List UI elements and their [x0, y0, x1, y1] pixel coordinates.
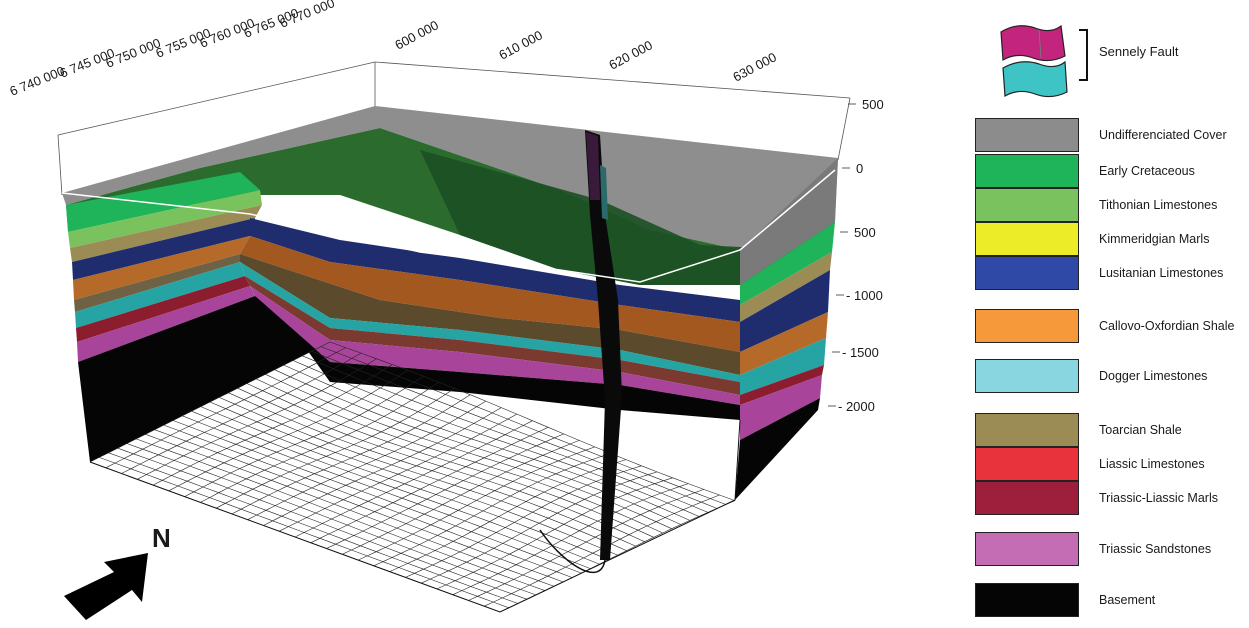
mesh-line	[452, 483, 689, 595]
easting-tick-label: 620 000	[606, 37, 655, 72]
northing-tick-label: 6 770 000	[278, 0, 337, 31]
geological-block-model: 6 740 000 6 745 000 6 750 000 6 755 000 …	[8, 0, 884, 620]
legend-swatch	[975, 118, 1079, 152]
north-label: N	[152, 523, 171, 553]
legend-swatch	[975, 532, 1079, 566]
bounding-box	[57, 61, 851, 196]
legend-label: Callovo-Oxfordian Shale	[1099, 319, 1235, 333]
legend-swatch	[975, 256, 1079, 290]
easting-tick-label: 630 000	[730, 49, 779, 84]
legend: Sennely Fault Undifferenciated Cover Earl…	[975, 0, 1249, 628]
dark-green-band	[420, 150, 832, 285]
legend-swatch	[975, 359, 1079, 393]
mesh-line	[373, 453, 611, 567]
mesh-line	[468, 489, 704, 601]
legend-item: Triassic-Liassic Marls	[975, 481, 1218, 515]
depth-tick-label: 500	[862, 97, 884, 112]
legend-label: Tithonian Limestones	[1099, 198, 1218, 212]
legend-label: Lusitanian Limestones	[1099, 266, 1224, 280]
legend-item: Lusitanian Limestones	[975, 256, 1223, 290]
mesh-line	[421, 471, 658, 584]
legend-swatch	[975, 188, 1079, 222]
legend-label: Early Cretaceous	[1099, 164, 1195, 178]
mesh-line	[200, 406, 609, 560]
legend-label: Kimmeridgian Marls	[1099, 232, 1210, 246]
legend-label: Triassic-Liassic Marls	[1099, 491, 1218, 505]
depth-axis	[828, 103, 856, 407]
mesh-line	[292, 360, 699, 517]
mesh-line	[357, 446, 595, 561]
easting-tick-label: 610 000	[496, 27, 545, 62]
depth-labels: 500 0 500 - 1000 - 1500 - 2000	[838, 97, 884, 414]
legend-label: Liassic Limestones	[1099, 457, 1205, 471]
cover-top-surface	[62, 106, 838, 250]
legend-item: Kimmeridgian Marls	[975, 222, 1209, 256]
right-face-layers	[735, 158, 838, 500]
mesh-line	[237, 387, 645, 542]
mesh-line	[283, 364, 690, 521]
legend-item: Tithonian Limestones	[975, 188, 1217, 222]
mesh-line	[329, 341, 736, 501]
mesh-line	[246, 383, 654, 538]
legend-label: Triassic Sandstones	[1099, 542, 1212, 556]
mesh-line	[389, 459, 627, 572]
legend-item: Undifferenciated Cover	[975, 118, 1227, 152]
mesh-line	[342, 440, 580, 555]
legend-swatch	[975, 222, 1079, 256]
depth-tick-label: - 2000	[838, 399, 875, 414]
mesh-line	[310, 427, 549, 544]
mesh-line	[209, 401, 618, 556]
legend-item: Triassic Sandstones	[975, 532, 1211, 566]
left-face-layers	[66, 172, 330, 462]
sennely-fault	[539, 130, 622, 574]
legend-item: Early Cretaceous	[975, 154, 1195, 188]
fault-legend-label: Sennely Fault	[1099, 44, 1179, 59]
mesh-line	[228, 392, 636, 547]
northing-tick-label: 6 750 000	[104, 35, 163, 71]
legend-item: Toarcian Shale	[975, 413, 1182, 447]
mesh-line	[436, 477, 673, 590]
legend-swatch	[975, 154, 1079, 188]
mesh-floor-outline	[89, 419, 741, 613]
legend-label: Basement	[1099, 593, 1156, 607]
legend-item: Basement	[975, 583, 1155, 617]
depth-tick-label: 500	[854, 225, 876, 240]
legend-label: Undifferenciated Cover	[1099, 128, 1227, 142]
legend-item: Callovo-Oxfordian Shale	[975, 309, 1235, 343]
depth-tick-label: - 1000	[846, 288, 883, 303]
depth-tick-label: 0	[856, 161, 863, 176]
legend-swatch	[975, 481, 1079, 515]
mesh-line	[256, 378, 663, 534]
north-arrow-icon	[64, 553, 148, 620]
mesh-line	[302, 355, 709, 513]
northing-axis: 6 740 000 6 745 000 6 750 000 6 755 000 …	[8, 0, 337, 99]
legend-item: Liassic Limestones	[975, 447, 1205, 481]
fault-icon	[1000, 24, 1088, 98]
north-arrow: N	[64, 523, 171, 620]
mesh-line	[320, 346, 727, 505]
legend-label: Toarcian Shale	[1099, 423, 1182, 437]
easting-tick-label: 600 000	[392, 17, 441, 52]
legend-item: Dogger Limestones	[975, 359, 1207, 393]
depth-tick-label: - 1500	[842, 345, 879, 360]
mesh-line	[326, 433, 564, 549]
legend-swatch	[975, 583, 1079, 617]
mesh-line	[219, 397, 627, 551]
legend-label: Dogger Limestones	[1099, 369, 1208, 383]
topography-trace	[61, 169, 836, 283]
mesh-line	[191, 410, 600, 565]
mesh-line	[311, 350, 718, 509]
easting-axis: 600 000 610 000 620 000 630 000	[392, 17, 779, 84]
mesh-line	[405, 465, 642, 578]
legend-swatch	[975, 413, 1079, 447]
legend-swatch	[975, 309, 1079, 343]
legend-swatch	[975, 447, 1079, 481]
